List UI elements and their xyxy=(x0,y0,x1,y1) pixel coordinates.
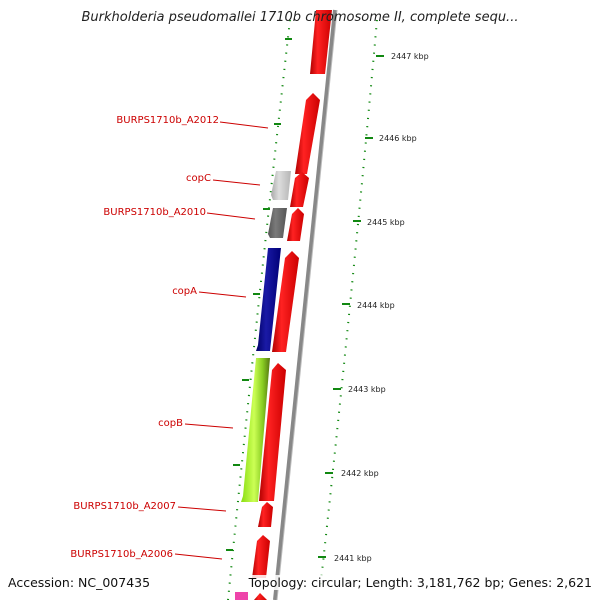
kbp-label-2442: 2442 kbp xyxy=(341,469,379,478)
backbone-highlight xyxy=(276,9,338,600)
gene-BURPS1710b_A2010[interactable] xyxy=(268,208,287,238)
inner-ticks xyxy=(226,38,292,551)
gene-forward-8[interactable] xyxy=(252,535,270,578)
leader-lines xyxy=(174,121,269,560)
gene-copC[interactable] xyxy=(271,171,291,200)
outer-dotted-track xyxy=(319,19,378,591)
gene-label-A2010[interactable]: BURPS1710b_A2010 xyxy=(103,207,206,218)
gene-forward-6[interactable] xyxy=(259,363,286,501)
gene-copB[interactable] xyxy=(241,358,270,502)
gene-label-copA[interactable]: copA xyxy=(172,286,197,297)
kbp-label-2445: 2445 kbp xyxy=(367,218,405,227)
gene-forward-3[interactable] xyxy=(290,172,309,207)
gene-label-copB[interactable]: copB xyxy=(158,418,183,429)
map-title: Burkholderia pseudomallei 1710b chromoso… xyxy=(81,10,519,25)
kbp-ticks: 2447 kbp 2446 kbp 2445 kbp 2444 kbp 2443… xyxy=(318,52,429,563)
reverse-genes xyxy=(235,171,291,600)
gene-forward-4[interactable] xyxy=(287,208,304,241)
accession-label: Accession: NC_007435 xyxy=(8,575,151,590)
gene-label-copC[interactable]: copC xyxy=(186,173,211,184)
gene-label-A2006[interactable]: BURPS1710b_A2006 xyxy=(70,549,173,560)
gene-forward-7[interactable] xyxy=(258,502,273,527)
kbp-label-2441: 2441 kbp xyxy=(334,554,372,563)
kbp-label-2443: 2443 kbp xyxy=(348,385,386,394)
gene-label-A2012[interactable]: BURPS1710b_A2012 xyxy=(116,115,219,126)
kbp-label-2447: 2447 kbp xyxy=(391,52,429,61)
gene-label-A2007[interactable]: BURPS1710b_A2007 xyxy=(73,501,176,512)
gene-labels: BURPS1710b_A2012 copC BURPS1710b_A2010 c… xyxy=(70,115,219,560)
topology-label: Topology: circular; Length: 3,181,762 bp… xyxy=(248,575,592,590)
gene-forward-5[interactable] xyxy=(272,251,299,352)
gene-forward-2[interactable] xyxy=(295,93,320,174)
backbone xyxy=(273,9,337,600)
kbp-label-2446: 2446 kbp xyxy=(379,134,417,143)
kbp-label-2444: 2444 kbp xyxy=(357,301,395,310)
gene-forward-1[interactable] xyxy=(310,10,332,74)
forward-genes xyxy=(252,10,332,600)
gene-copA[interactable] xyxy=(256,248,281,351)
gene-partial-pink[interactable] xyxy=(235,592,248,600)
gene-forward-9[interactable] xyxy=(254,593,267,600)
